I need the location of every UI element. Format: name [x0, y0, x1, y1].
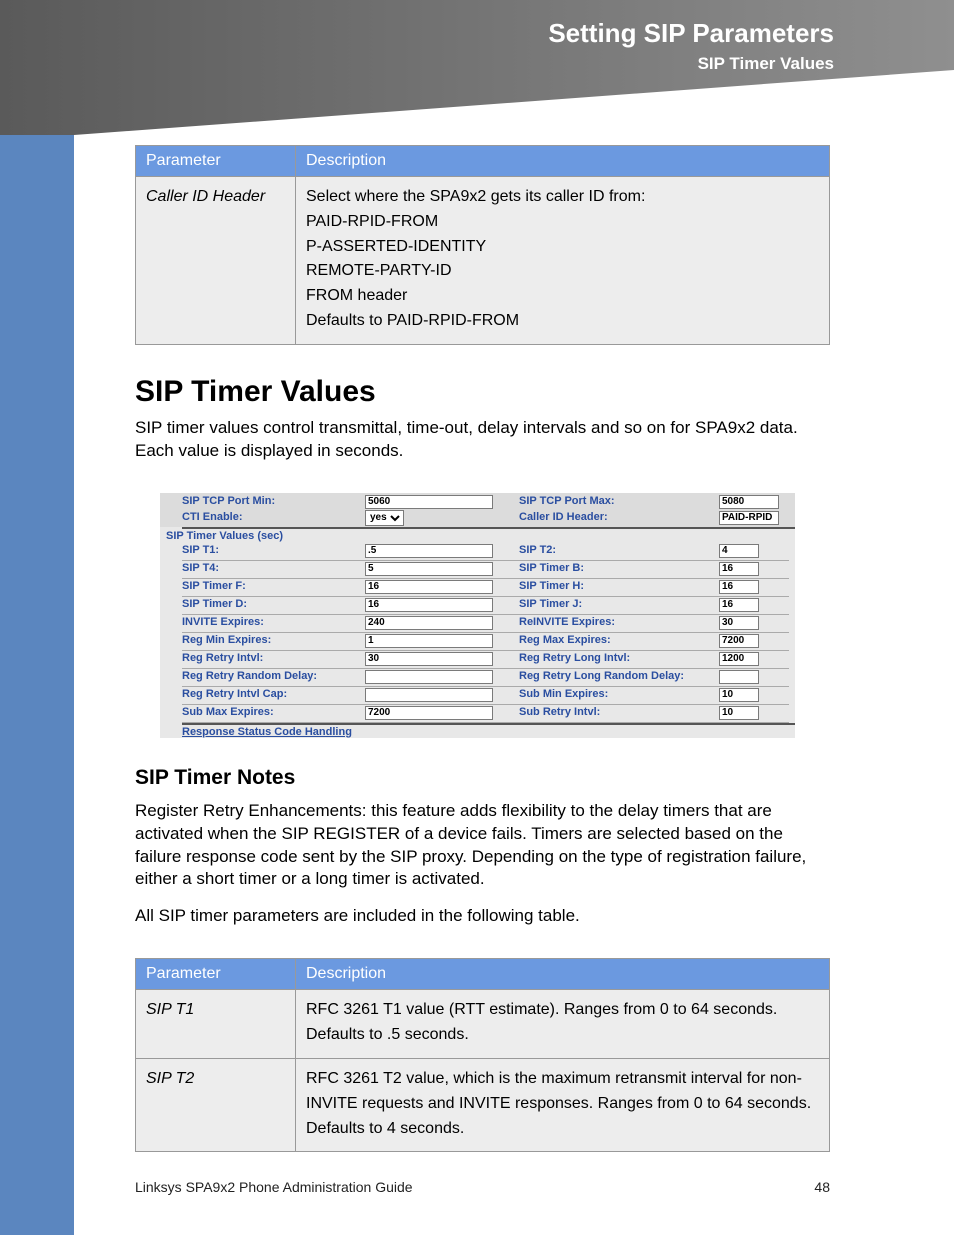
cfg-input-right[interactable] [719, 634, 759, 648]
section-intro: SIP timer values control transmittal, ti… [135, 417, 830, 463]
cfg-input-left[interactable] [365, 688, 493, 702]
cfg-label: SIP T1: [160, 545, 365, 556]
sip-tcp-port-min-input[interactable] [365, 495, 493, 509]
cfg-input-left[interactable] [365, 706, 493, 720]
cfg-input-left[interactable] [365, 652, 493, 666]
response-status-code-handling-link[interactable]: Response Status Code Handling [160, 725, 795, 738]
cfg-label: Reg Retry Long Intvl: [519, 653, 719, 664]
table-header-description: Description [296, 146, 830, 177]
cfg-label: SIP TCP Port Max: [519, 496, 719, 507]
cfg-label: ReINVITE Expires: [519, 617, 719, 628]
param-desc: Select where the SPA9x2 gets its caller … [296, 177, 830, 345]
cfg-label: Reg Retry Intvl: [160, 653, 365, 664]
cti-enable-select[interactable]: yes [365, 510, 404, 526]
param-name: Caller ID Header [136, 177, 296, 345]
left-accent-bar [0, 0, 74, 1235]
sip-timer-parameter-table: Parameter Description SIP T1 RFC 3261 T1… [135, 958, 830, 1152]
cfg-row: SIP Timer F: SIP Timer H: [160, 579, 795, 595]
cfg-input-left[interactable] [365, 634, 493, 648]
sip-timer-notes-heading: SIP Timer Notes [135, 766, 830, 790]
cfg-label: CTI Enable: [160, 512, 365, 523]
cfg-label: SIP Timer B: [519, 563, 719, 574]
cfg-input-right[interactable] [719, 688, 759, 702]
cfg-label: SIP Timer H: [519, 581, 719, 592]
cfg-row: Sub Max Expires: Sub Retry Intvl: [160, 705, 795, 721]
caller-id-header-table: Parameter Description Caller ID Header S… [135, 145, 830, 345]
notes-paragraph-2: All SIP timer parameters are included in… [135, 905, 830, 928]
cfg-input-right[interactable] [719, 706, 759, 720]
cfg-label: SIP T4: [160, 563, 365, 574]
section-heading-sip-timer-values: SIP Timer Values [135, 375, 830, 409]
cfg-row: Reg Retry Random Delay: Reg Retry Long Ra… [160, 669, 795, 685]
config-section-heading: SIP Timer Values (sec) [160, 529, 795, 543]
cfg-label: Reg Max Expires: [519, 635, 719, 646]
cfg-label: Reg Retry Long Random Delay: [519, 671, 719, 682]
cfg-label: Reg Min Expires: [160, 635, 365, 646]
cfg-label: Sub Max Expires: [160, 707, 365, 718]
cfg-row: INVITE Expires: ReINVITE Expires: [160, 615, 795, 631]
cfg-row: SIP T1: SIP T2: [160, 543, 795, 559]
table-header-parameter: Parameter [136, 959, 296, 990]
cfg-label: Sub Min Expires: [519, 689, 719, 700]
cfg-label: SIP Timer J: [519, 599, 719, 610]
table-header-parameter: Parameter [136, 146, 296, 177]
page-footer: Linksys SPA9x2 Phone Administration Guid… [135, 1179, 830, 1195]
table-header-description: Description [296, 959, 830, 990]
cfg-label: SIP Timer D: [160, 599, 365, 610]
cfg-input-left[interactable] [365, 562, 493, 576]
param-desc: RFC 3261 T1 value (RTT estimate). Ranges… [296, 990, 830, 1059]
cfg-input-left[interactable] [365, 616, 493, 630]
notes-paragraph-1: Register Retry Enhancements: this featur… [135, 800, 830, 892]
cfg-label: SIP Timer F: [160, 581, 365, 592]
table-row: SIP T2 RFC 3261 T2 value, which is the m… [136, 1058, 830, 1151]
cfg-input-right[interactable] [719, 616, 759, 630]
cfg-label: Sub Retry Intvl: [519, 707, 719, 718]
param-desc: RFC 3261 T2 value, which is the maximum … [296, 1058, 830, 1151]
footer-page-number: 48 [814, 1179, 830, 1195]
sip-timer-config-panel: SIP TCP Port Min: SIP TCP Port Max: CTI … [160, 493, 795, 738]
page-header-title: Setting SIP Parameters [548, 18, 834, 49]
table-row: SIP T1 RFC 3261 T1 value (RTT estimate).… [136, 990, 830, 1059]
cfg-input-right[interactable] [719, 598, 759, 612]
footer-doc-title: Linksys SPA9x2 Phone Administration Guid… [135, 1179, 413, 1195]
cfg-input-right[interactable] [719, 544, 759, 558]
page-content: Parameter Description Caller ID Header S… [135, 145, 830, 1152]
cfg-row: Reg Min Expires: Reg Max Expires: [160, 633, 795, 649]
param-name: SIP T2 [136, 1058, 296, 1151]
cfg-row: SIP Timer D: SIP Timer J: [160, 597, 795, 613]
cfg-row: Reg Retry Intvl: Reg Retry Long Intvl: [160, 651, 795, 667]
cfg-input-left[interactable] [365, 598, 493, 612]
param-name: SIP T1 [136, 990, 296, 1059]
cfg-label: INVITE Expires: [160, 617, 365, 628]
cfg-label: SIP TCP Port Min: [160, 496, 365, 507]
cfg-row: SIP T4: SIP Timer B: [160, 561, 795, 577]
cfg-label: Caller ID Header: [519, 512, 719, 523]
cfg-label: Reg Retry Random Delay: [160, 671, 365, 682]
cfg-input-left[interactable] [365, 580, 493, 594]
cfg-input-right[interactable] [719, 652, 759, 666]
table-row: Caller ID Header Select where the SPA9x2… [136, 177, 830, 345]
page-header-subtitle: SIP Timer Values [698, 54, 834, 74]
cfg-row: Reg Retry Intvl Cap: Sub Min Expires: [160, 687, 795, 703]
caller-id-header-input[interactable] [719, 511, 779, 525]
cfg-input-right[interactable] [719, 562, 759, 576]
cfg-input-right[interactable] [719, 580, 759, 594]
sip-tcp-port-max-input[interactable] [719, 495, 779, 509]
cfg-input-left[interactable] [365, 670, 493, 684]
cfg-label: SIP T2: [519, 545, 719, 556]
cfg-label: Reg Retry Intvl Cap: [160, 689, 365, 700]
cfg-input-left[interactable] [365, 544, 493, 558]
cfg-input-right[interactable] [719, 670, 759, 684]
